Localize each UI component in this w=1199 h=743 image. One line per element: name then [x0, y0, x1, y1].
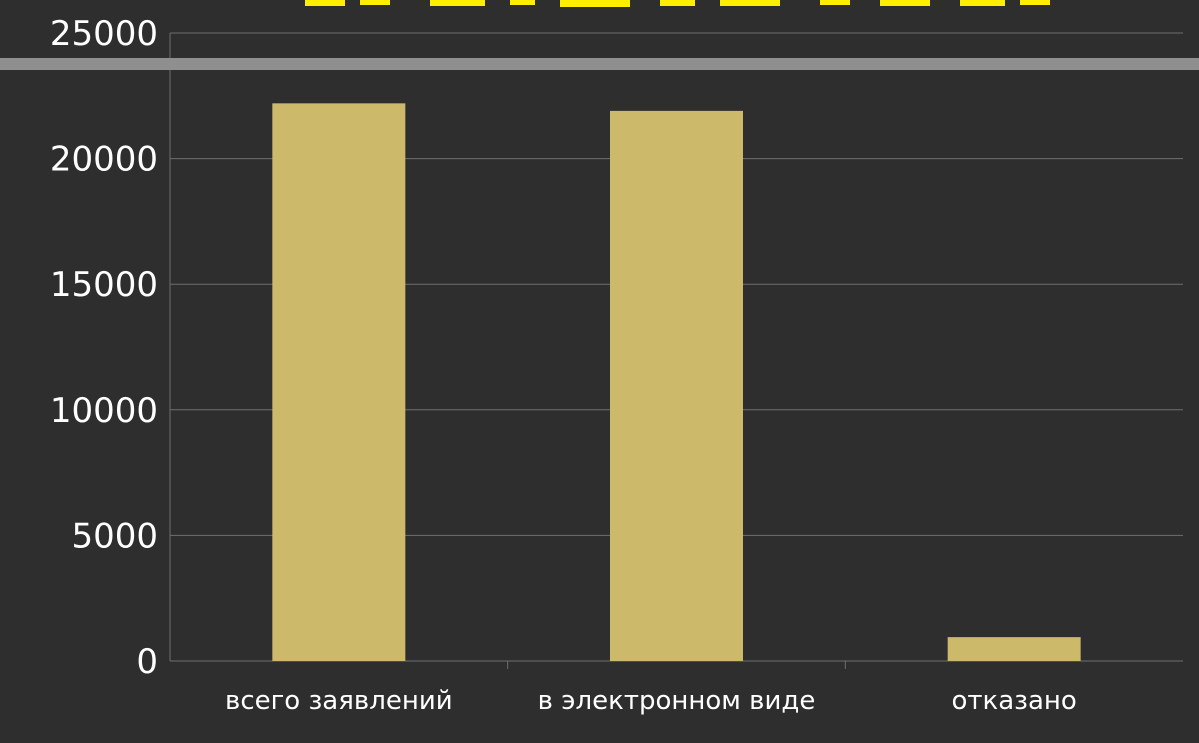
y-tick-labels: 0 5000 10000 15000 20000 25000: [50, 14, 158, 682]
y-tick-label-5000: 5000: [71, 516, 158, 556]
title-fragment-6: [720, 0, 780, 6]
y-tick-label-0: 0: [136, 642, 158, 682]
horizontal-divider: [0, 58, 1199, 70]
y-tick-label-15000: 15000: [50, 265, 158, 305]
title-fragment-9: [960, 0, 1005, 6]
title-fragment-7: [820, 0, 850, 5]
title-fragment-clipped: [305, 0, 1050, 7]
bars: [272, 103, 1081, 661]
title-fragment-0: [305, 0, 345, 6]
x-category-labels: всего заявлений в электронном виде отказан…: [225, 686, 1077, 716]
bar-2: [947, 637, 1081, 661]
y-tick-label-20000: 20000: [50, 140, 158, 180]
y-tick-label-25000: 25000: [50, 14, 158, 54]
title-fragment-1: [360, 0, 390, 5]
title-fragment-10: [1020, 0, 1050, 5]
title-fragment-2: [430, 0, 485, 6]
bar-1: [610, 110, 743, 661]
title-fragment-8: [880, 0, 930, 6]
y-tick-label-10000: 10000: [50, 391, 158, 431]
x-category-label-1: в электронном виде: [538, 686, 816, 716]
bar-0: [272, 103, 406, 661]
x-category-label-2: отказано: [951, 686, 1076, 716]
x-category-label-0: всего заявлений: [225, 686, 453, 716]
title-fragment-3: [510, 0, 535, 5]
title-fragment-5: [660, 0, 695, 6]
title-fragment-4: [560, 0, 630, 7]
